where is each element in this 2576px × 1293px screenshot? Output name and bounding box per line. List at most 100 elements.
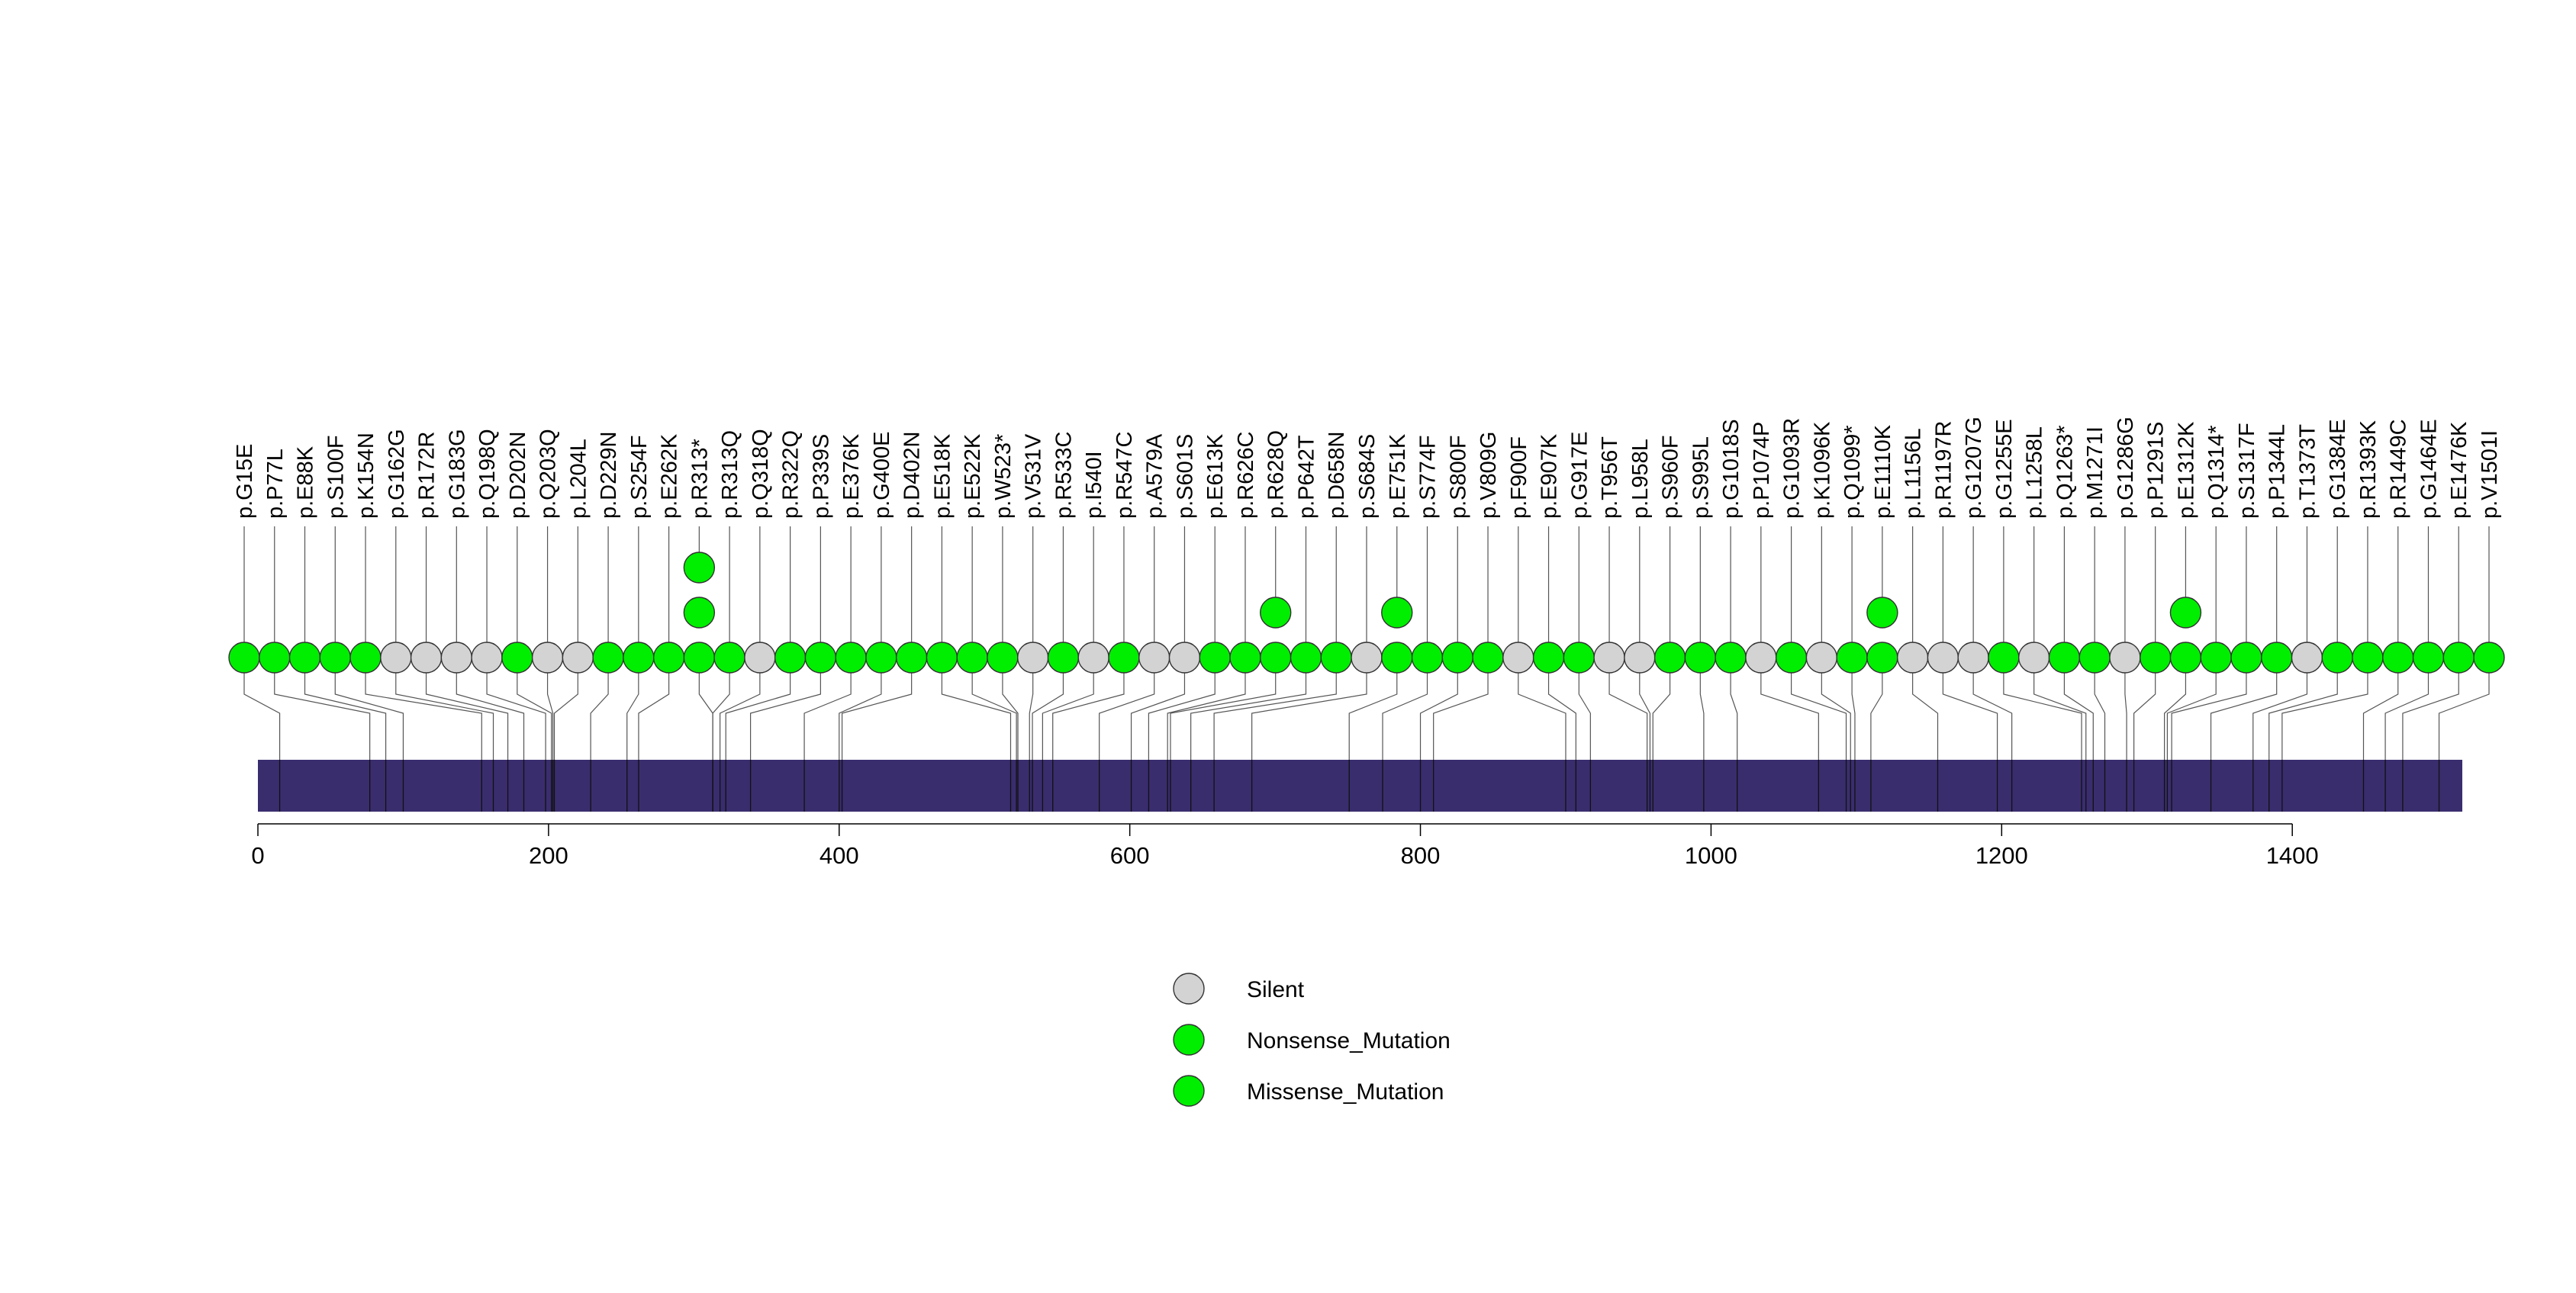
mutation-label: p.R1197R: [1931, 421, 1956, 519]
connector-line: [517, 658, 552, 760]
mutation-label: p.V1501I: [2478, 430, 2502, 519]
mutation-label: p.E1110K: [1871, 424, 1895, 519]
mutation-marker-missense: [1199, 642, 1231, 674]
mutation-label: p.F900F: [1507, 436, 1531, 519]
mutation-marker-silent: [2109, 642, 2141, 674]
mutation-label: p.R172R: [415, 432, 440, 519]
connector-line: [365, 658, 482, 760]
connector-line: [2063, 658, 2094, 760]
mutation-label: p.E907K: [1538, 433, 1562, 519]
connector-line: [1972, 658, 2013, 760]
legend-label: Missense_Mutation: [1247, 1079, 1444, 1105]
mutation-label: p.S601S: [1173, 434, 1197, 519]
mutation-label: p.K154N: [354, 433, 378, 519]
mutation-label: p.P1344L: [2265, 424, 2290, 519]
connector-line: [1942, 658, 1998, 760]
mutation-marker-silent: [1016, 642, 1049, 674]
connector-line: [553, 658, 578, 760]
connector-line: [1578, 658, 1591, 760]
connector-line: [971, 658, 1017, 760]
mutation-label: p.E1312K: [2174, 421, 2198, 519]
mutation-label: p.R313*: [687, 439, 712, 519]
mutation-label: p.E376K: [839, 433, 864, 519]
mutation-label: p.E262K: [658, 433, 682, 519]
mutation-label: p.L1258L: [2023, 426, 2047, 519]
mutation-label: p.G15E: [233, 444, 257, 519]
mutation-marker-nonsense: [1836, 642, 1868, 674]
mutation-label: p.Q1314*: [2204, 425, 2229, 519]
mutation-marker-missense: [2230, 642, 2262, 674]
mutation-marker-missense: [865, 642, 897, 674]
connector-line: [725, 658, 791, 760]
mutation-marker-missense: [1866, 597, 1898, 629]
x-tick-label: 600: [1110, 842, 1150, 869]
mutation-marker-missense: [1684, 642, 1717, 674]
mutation-label: p.Q1263*: [2053, 425, 2077, 519]
mutation-marker-missense: [228, 642, 260, 674]
mutation-marker-missense: [2139, 642, 2172, 674]
mutation-label: p.E613K: [1203, 433, 1228, 519]
mutation-marker-missense: [2169, 642, 2202, 674]
mutation-marker-silent: [1624, 642, 1656, 674]
mutation-label: p.M1271I: [2083, 426, 2107, 519]
mutation-label: p.K1096K: [1810, 421, 1834, 519]
mutation-label: p.D658N: [1325, 432, 1349, 519]
mutation-marker-missense: [1441, 642, 1473, 674]
mutation-marker-missense: [259, 642, 291, 674]
connector-line: [1130, 658, 1186, 760]
connector-line: [839, 658, 882, 760]
legend-label: Nonsense_Mutation: [1247, 1028, 1451, 1053]
mutation-label: p.S960F: [1659, 435, 1683, 519]
mutation-label: p.S1317F: [2235, 423, 2259, 519]
connector-line: [2252, 658, 2308, 760]
protein-bar: [258, 760, 2462, 812]
legend-marker-silent: [1173, 973, 1205, 1005]
mutation-marker-silent: [471, 642, 503, 674]
mutation-label: p.E88K: [294, 445, 318, 519]
connector-line: [720, 658, 761, 760]
connector-line: [1547, 658, 1576, 760]
mutation-label: p.S684S: [1355, 434, 1380, 519]
mutation-label: p.R1449C: [2387, 419, 2411, 519]
connector-line: [712, 658, 730, 760]
mutation-label: p.I540I: [1082, 451, 1106, 519]
mutation-marker-missense: [1715, 642, 1747, 674]
connector-line: [2362, 658, 2399, 760]
connector-line: [1518, 658, 1567, 760]
mutation-marker-missense: [2321, 642, 2353, 674]
mutation-marker-missense: [2473, 642, 2505, 674]
mutation-marker-missense: [319, 642, 351, 674]
mutation-marker-missense: [895, 642, 928, 674]
mutation-label: p.S800F: [1446, 435, 1470, 519]
connector-line: [1730, 658, 1738, 760]
mutation-label: p.S254F: [627, 435, 652, 519]
connector-line: [1382, 658, 1428, 760]
mutation-label: p.G1207G: [1962, 417, 1986, 519]
connector-line: [1213, 658, 1337, 760]
x-tick-label: 1200: [1975, 842, 2028, 869]
connector-line: [1699, 658, 1705, 760]
connector-line: [749, 658, 821, 760]
mutation-marker-silent: [1077, 642, 1109, 674]
mutation-marker-missense: [956, 642, 988, 674]
mutation-marker-missense: [2382, 642, 2414, 674]
connector-line: [1029, 658, 1034, 760]
mutation-marker-silent: [380, 642, 412, 674]
mutation-label: p.G1384E: [2326, 419, 2350, 519]
mutation-marker-silent: [410, 642, 443, 674]
connector-line: [425, 658, 509, 760]
mutation-marker-missense: [2261, 642, 2293, 674]
connector-line: [2210, 658, 2278, 760]
mutation-marker-nonsense: [683, 552, 716, 584]
mutation-marker-missense: [1290, 642, 1322, 674]
mutation-label: p.D229N: [597, 432, 621, 519]
mutation-marker-nonsense: [683, 597, 716, 629]
mutation-marker-missense: [2352, 642, 2384, 674]
mutation-label: p.G917E: [1567, 432, 1592, 519]
mutation-marker-missense: [592, 642, 624, 674]
mutation-label: p.V809G: [1476, 432, 1501, 519]
mutation-marker-silent: [1896, 642, 1929, 674]
connector-line: [1652, 658, 1671, 760]
connector-line: [1042, 658, 1094, 760]
